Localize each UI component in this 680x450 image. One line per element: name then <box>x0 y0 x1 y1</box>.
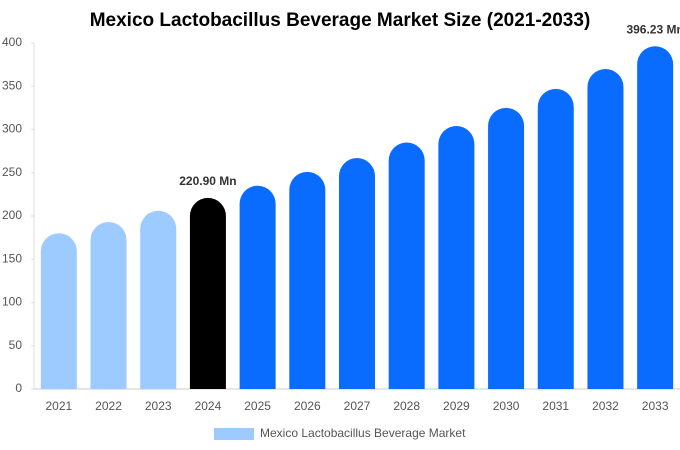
y-tick-label: 150 <box>2 251 22 265</box>
x-tick-label: 2023 <box>145 399 172 413</box>
y-tick-label: 400 <box>2 35 22 49</box>
bar <box>189 197 226 389</box>
x-tick-label: 2026 <box>294 399 321 413</box>
x-tick-label: 2025 <box>244 399 271 413</box>
x-tick-label: 2031 <box>542 399 569 413</box>
bar <box>339 158 375 389</box>
bar <box>90 222 127 389</box>
x-tick-label: 2028 <box>393 399 420 413</box>
value-label: 396.23 Mn <box>626 22 680 36</box>
bar <box>488 107 525 389</box>
y-tick-label: 100 <box>2 295 22 309</box>
y-tick-label: 350 <box>2 78 22 92</box>
x-tick-label: 2027 <box>344 399 371 413</box>
x-tick-label: 2021 <box>45 399 72 413</box>
x-tick-label: 2033 <box>642 399 669 413</box>
bar <box>637 46 674 389</box>
y-tick-label: 250 <box>2 165 22 179</box>
y-tick-label: 0 <box>15 381 22 395</box>
x-tick-label: 2024 <box>195 399 222 413</box>
x-tick-label: 2022 <box>95 399 122 413</box>
y-tick-label: 200 <box>2 208 22 222</box>
legend-label: Mexico Lactobacillus Beverage Market <box>260 426 466 440</box>
chart-title: Mexico Lactobacillus Beverage Market Siz… <box>90 10 591 31</box>
bar <box>140 210 177 389</box>
legend-swatch <box>214 428 254 440</box>
bar <box>587 68 624 389</box>
x-tick-label: 2030 <box>493 399 520 413</box>
y-tick-label: 50 <box>9 338 23 352</box>
bar <box>537 88 574 389</box>
y-tick-label: 300 <box>2 122 22 136</box>
value-label: 220.90 Mn <box>179 174 236 188</box>
bar <box>239 185 276 389</box>
x-tick-label: 2029 <box>443 399 470 413</box>
bar <box>289 171 326 389</box>
bar <box>438 126 475 390</box>
bar <box>388 142 425 389</box>
bar <box>40 233 77 389</box>
x-tick-label: 2032 <box>592 399 619 413</box>
